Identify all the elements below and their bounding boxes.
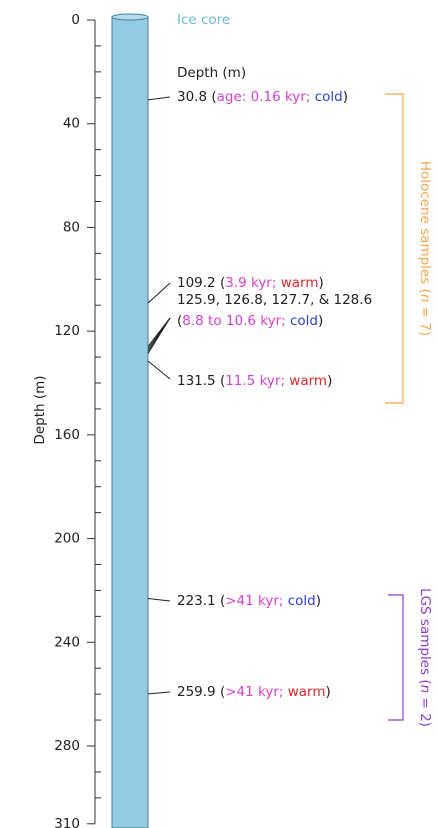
y-axis-title: Depth (m)	[32, 375, 48, 444]
label-part: 223.1 (	[177, 593, 225, 609]
ice-core	[112, 17, 148, 828]
label-part: )	[318, 313, 323, 329]
label-part: warm	[281, 275, 319, 291]
label-part: cold	[288, 593, 316, 609]
y-tick-label: 200	[54, 531, 80, 547]
group-bracket	[388, 595, 403, 720]
ice-core-top	[112, 14, 148, 20]
sample-label: 109.2 (3.9 kyr; warm)	[177, 275, 324, 291]
label-part: cold	[315, 89, 343, 105]
sample-leader	[148, 97, 170, 100]
sample-label: 223.1 (>41 kyr; cold)	[177, 593, 321, 609]
group-label-part: LGS samples (	[417, 588, 433, 685]
label-part: )	[343, 89, 348, 105]
label-part: 3.9 kyr;	[225, 275, 280, 291]
y-tick-label: 280	[54, 738, 80, 754]
group-label-part: Holocene samples (	[417, 161, 433, 294]
y-tick-label: 160	[54, 427, 80, 443]
label-part: 8.8 to 10.6 kyr;	[182, 313, 290, 329]
sample-label: 259.9 (>41 kyr; warm)	[177, 684, 331, 700]
group-label: Holocene samples (n = 7)	[417, 161, 433, 336]
label-part: )	[318, 275, 323, 291]
label-part: cold	[290, 313, 318, 329]
label-part: 125.9, 126.8, 127.7, & 128.6	[177, 292, 372, 308]
label-part: )	[316, 593, 321, 609]
label-part: 259.9 (	[177, 684, 225, 700]
label-part: >41 kyr;	[225, 684, 288, 700]
label-part: )	[327, 373, 332, 389]
sample-leader	[148, 283, 170, 303]
sample-label: 125.9, 126.8, 127.7, & 128.6	[177, 292, 372, 308]
label-part: 11.5 kyr;	[225, 373, 289, 389]
label-part: 30.8 (	[177, 89, 217, 105]
sample-header: Depth (m)	[177, 65, 246, 81]
sample-leader	[148, 692, 170, 694]
y-tick-label: 0	[71, 12, 80, 28]
sample-leader	[148, 598, 170, 601]
y-tick-label: 310	[54, 816, 80, 828]
label-part: )	[326, 684, 331, 700]
core-label: Ice core	[177, 12, 230, 28]
sample-leader	[148, 318, 170, 353]
label-part: >41 kyr;	[225, 593, 288, 609]
group-bracket	[385, 94, 403, 403]
y-tick-label: 120	[54, 323, 80, 339]
y-tick-label: 80	[63, 219, 80, 235]
chart: Depth (m) 0 40 80 120 160 200 240 280 310 Ice cor…	[0, 0, 438, 828]
sample-label: 30.8 (age: 0.16 kyr; cold)	[177, 89, 348, 105]
group-label-part: = 7)	[417, 302, 433, 336]
group-label-part: n	[417, 294, 433, 303]
label-part: 109.2 (	[177, 275, 225, 291]
group-label-part: = 2)	[417, 693, 433, 727]
label-part: warm	[289, 373, 327, 389]
label-part: age: 0.16 kyr;	[217, 89, 315, 105]
y-tick-label: 40	[63, 116, 80, 132]
y-tick-label: 240	[54, 634, 80, 650]
sample-label: (8.8 to 10.6 kyr; cold)	[177, 313, 323, 329]
label-part: warm	[288, 684, 326, 700]
group-label-part: n	[417, 685, 433, 694]
sample-label: 131.5 (11.5 kyr; warm)	[177, 373, 332, 389]
label-part: 131.5 (	[177, 373, 225, 389]
sample-leader	[148, 361, 170, 379]
group-label: LGS samples (n = 2)	[417, 588, 433, 727]
